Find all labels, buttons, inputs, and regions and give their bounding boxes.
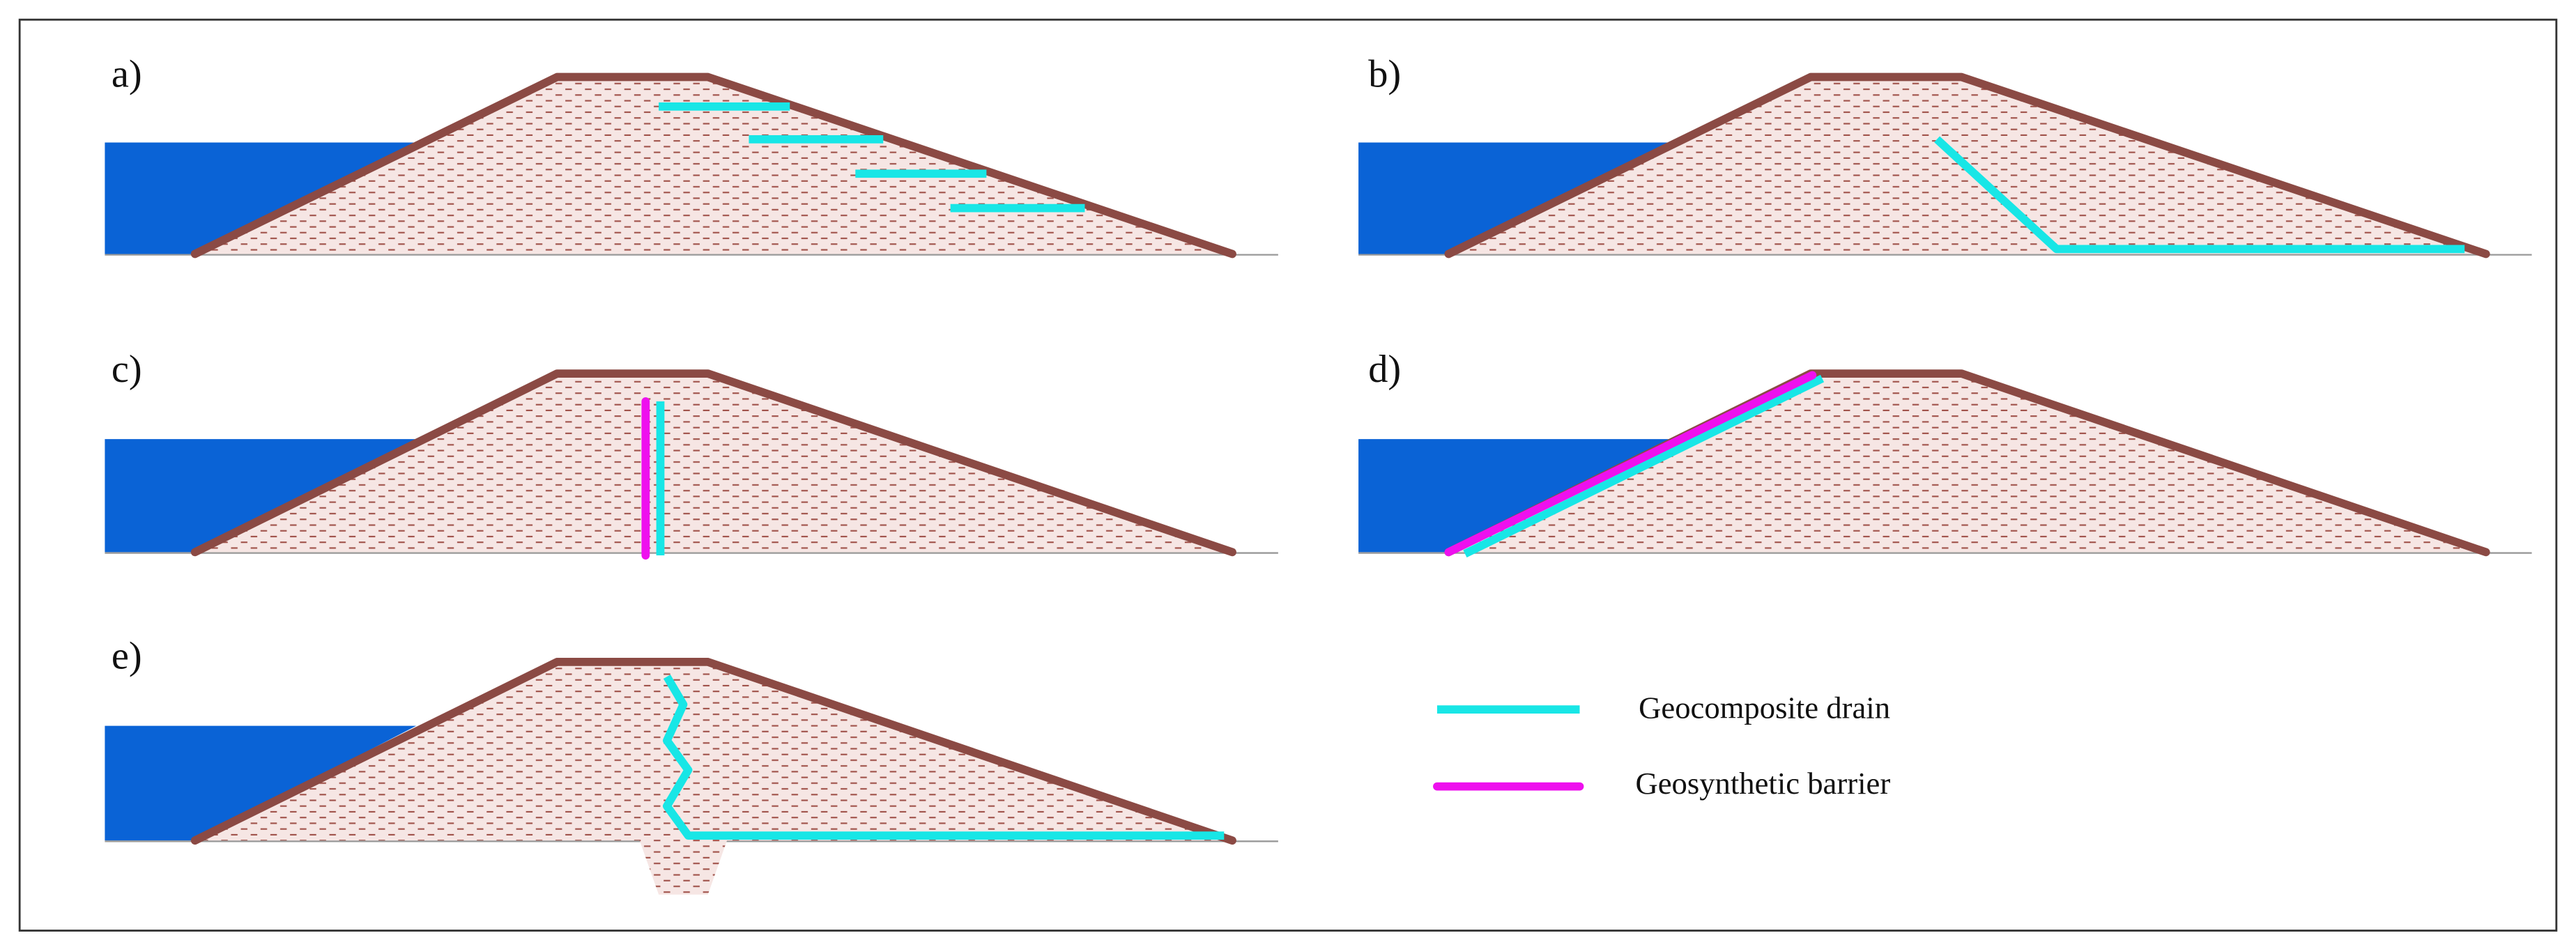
cutoff-trench	[638, 838, 728, 895]
panel-label: b)	[1368, 53, 1401, 96]
legend-label: Geosynthetic barrier	[1635, 766, 1890, 801]
dam-outline	[190, 72, 1236, 259]
drain	[1463, 374, 1825, 557]
dam	[1448, 374, 2486, 553]
water	[1358, 142, 1670, 254]
panel-e: e)	[105, 634, 1278, 895]
drain	[663, 675, 1225, 840]
water	[105, 142, 417, 254]
panel-label: c)	[112, 348, 142, 391]
legend: Geocomposite drain Geosynthetic barrier	[1433, 691, 1890, 801]
water	[105, 439, 417, 553]
drains	[659, 102, 1085, 213]
drain	[1934, 136, 2465, 254]
panel-label: e)	[112, 634, 142, 677]
panel-d: d)	[1358, 348, 2532, 557]
legend-label: Geocomposite drain	[1639, 691, 1890, 725]
panel-a: a)	[105, 53, 1278, 259]
frame	[18, 18, 2558, 932]
water	[105, 725, 417, 841]
dam	[194, 374, 1233, 553]
panel-c: c)	[105, 348, 1278, 560]
panel-b: b)	[1358, 53, 2532, 259]
panel-label: a)	[112, 53, 142, 96]
dam-outline	[190, 658, 1236, 845]
panel-label: d)	[1368, 348, 1401, 391]
water	[1358, 439, 1670, 553]
dam	[194, 661, 1233, 841]
dam-outline	[190, 369, 1236, 557]
dam-outline	[1444, 72, 2490, 259]
barrier	[1444, 371, 1817, 557]
